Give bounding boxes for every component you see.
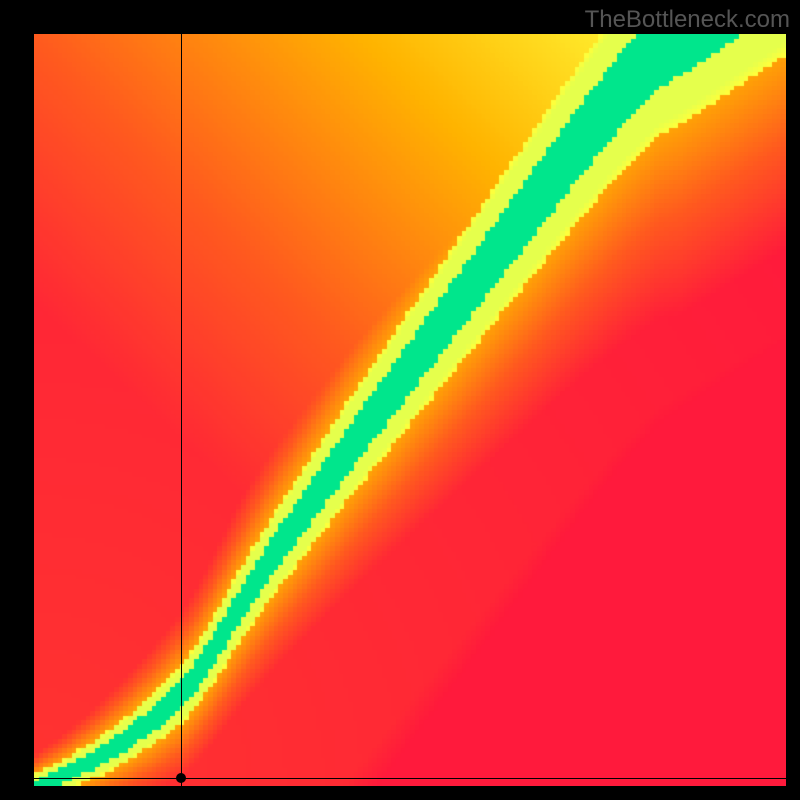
- watermark-text: TheBottleneck.com: [585, 6, 790, 34]
- heatmap-canvas: [34, 34, 786, 786]
- chart-container: TheBottleneck.com: [0, 0, 800, 800]
- crosshair-vertical: [181, 34, 182, 786]
- heatmap-plot: [34, 34, 786, 786]
- crosshair-horizontal: [34, 778, 786, 779]
